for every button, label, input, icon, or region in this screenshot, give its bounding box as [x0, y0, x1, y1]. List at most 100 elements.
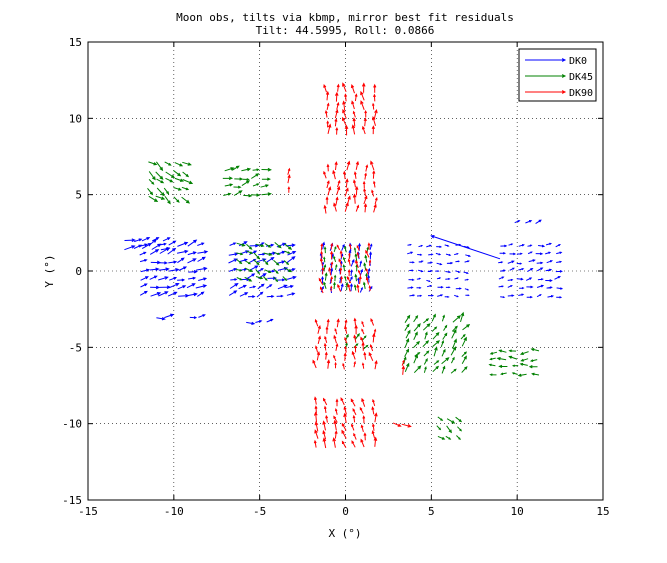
quiver-arrow	[489, 373, 497, 377]
quiver-arrow	[236, 258, 243, 265]
quiver-arrow	[371, 102, 375, 110]
quiver-arrow	[320, 242, 324, 251]
quiver-arrow	[423, 366, 427, 373]
quiver-arrow	[362, 281, 366, 289]
quiver-arrow	[159, 285, 172, 290]
quiver-arrow	[350, 269, 353, 277]
quiver-arrow	[228, 268, 238, 272]
quiver-arrow	[407, 243, 412, 246]
quiver-arrow	[354, 333, 360, 340]
quiver-arrow	[333, 334, 337, 344]
data-layer	[124, 82, 564, 449]
quiver-arrow	[342, 170, 347, 180]
quiver-arrow	[257, 283, 265, 290]
quiver-arrow	[124, 245, 136, 251]
quiver-arrow	[360, 90, 365, 101]
quiver-arrow	[547, 295, 554, 298]
quiver-arrow	[352, 110, 356, 118]
quiver-arrow	[334, 161, 338, 171]
quiver-arrow	[374, 359, 378, 370]
quiver-arrow	[404, 348, 410, 357]
quiver-arrow	[313, 439, 317, 448]
quiver-arrow	[363, 195, 368, 205]
quiver-arrow	[422, 340, 430, 348]
quiver-arrow	[413, 365, 422, 374]
quiver-arrow	[436, 245, 443, 248]
quiver-arrow	[346, 160, 351, 171]
quiver-arrow	[253, 259, 260, 266]
quiver-arrow	[246, 321, 256, 325]
quiver-arrow	[229, 242, 237, 246]
quiver-arrow	[326, 102, 330, 111]
quiver-arrow	[156, 178, 165, 184]
quiver-arrow	[323, 281, 327, 289]
quiver-arrow	[228, 252, 239, 256]
quiver-arrow	[148, 161, 158, 166]
quiver-arrow	[328, 266, 332, 276]
quiver-arrow	[508, 349, 517, 353]
quiver-arrow	[450, 368, 457, 374]
quiver-arrow	[535, 219, 542, 225]
quiver-arrow	[352, 408, 357, 416]
quiver-arrow	[498, 349, 507, 353]
chart-title: Moon obs, tilts via kbmp, mirror best fi…	[176, 11, 514, 24]
quiver-arrow	[507, 260, 515, 264]
quiver-arrow	[333, 202, 337, 212]
quiver-arrow	[245, 260, 252, 265]
quiver-arrow	[187, 251, 197, 256]
quiver-arrow	[352, 117, 356, 127]
quiver-arrow	[322, 241, 326, 250]
quiver-arrow	[417, 269, 424, 273]
quiver-arrow	[348, 252, 351, 260]
quiver-arrow	[326, 120, 330, 128]
quiver-arrow	[349, 243, 352, 250]
quiver-arrow	[283, 267, 293, 273]
quiver-arrow	[335, 126, 339, 135]
quiver-arrow	[323, 256, 326, 263]
quiver-arrow	[460, 311, 465, 323]
quiver-arrow	[428, 253, 434, 256]
quiver-arrow	[325, 326, 329, 334]
quiver-arrow	[423, 318, 430, 324]
quiver-arrow	[334, 109, 339, 119]
quiver-arrow	[276, 242, 287, 248]
quiver-arrow	[370, 160, 375, 171]
quiver-arrow	[412, 340, 420, 349]
quiver-arrow	[172, 170, 182, 177]
quiver-arrow	[418, 260, 424, 263]
quiver-arrow	[198, 314, 206, 318]
quiver-arrow	[517, 373, 527, 377]
quiver-arrow	[313, 396, 318, 405]
quiver-arrow	[260, 184, 269, 188]
quiver-arrow	[333, 354, 337, 362]
quiver-arrow	[286, 275, 297, 280]
quiver-arrow	[435, 270, 440, 273]
quiver-arrow	[263, 252, 273, 256]
quiver-arrow	[140, 276, 149, 281]
quiver-arrow	[436, 277, 442, 280]
quiver-arrow	[500, 244, 508, 248]
quiver-arrow	[164, 313, 175, 319]
quiver-arrow	[423, 350, 430, 357]
quiver-arrow	[262, 258, 269, 266]
quiver-arrow	[323, 84, 327, 93]
quiver-arrow	[426, 244, 432, 248]
quiver-arrow	[373, 108, 378, 120]
quiver-arrow	[365, 267, 369, 275]
x-tick-label: -10	[164, 505, 184, 518]
y-tick-label: 10	[69, 112, 82, 125]
y-axis-label: Y (°)	[43, 254, 56, 287]
quiver-arrow	[511, 364, 519, 367]
quiver-arrow	[363, 187, 367, 197]
quiver-arrow	[404, 314, 411, 323]
quiver-arrow	[139, 290, 148, 296]
quiver-arrow	[334, 327, 338, 335]
quiver-arrow	[432, 331, 440, 340]
quiver-arrow	[461, 366, 468, 373]
quiver-arrow	[527, 244, 533, 247]
quiver-arrow	[361, 125, 366, 135]
quiver-arrow	[253, 252, 260, 260]
quiver-arrow	[408, 278, 415, 282]
quiver-arrow	[353, 171, 357, 179]
